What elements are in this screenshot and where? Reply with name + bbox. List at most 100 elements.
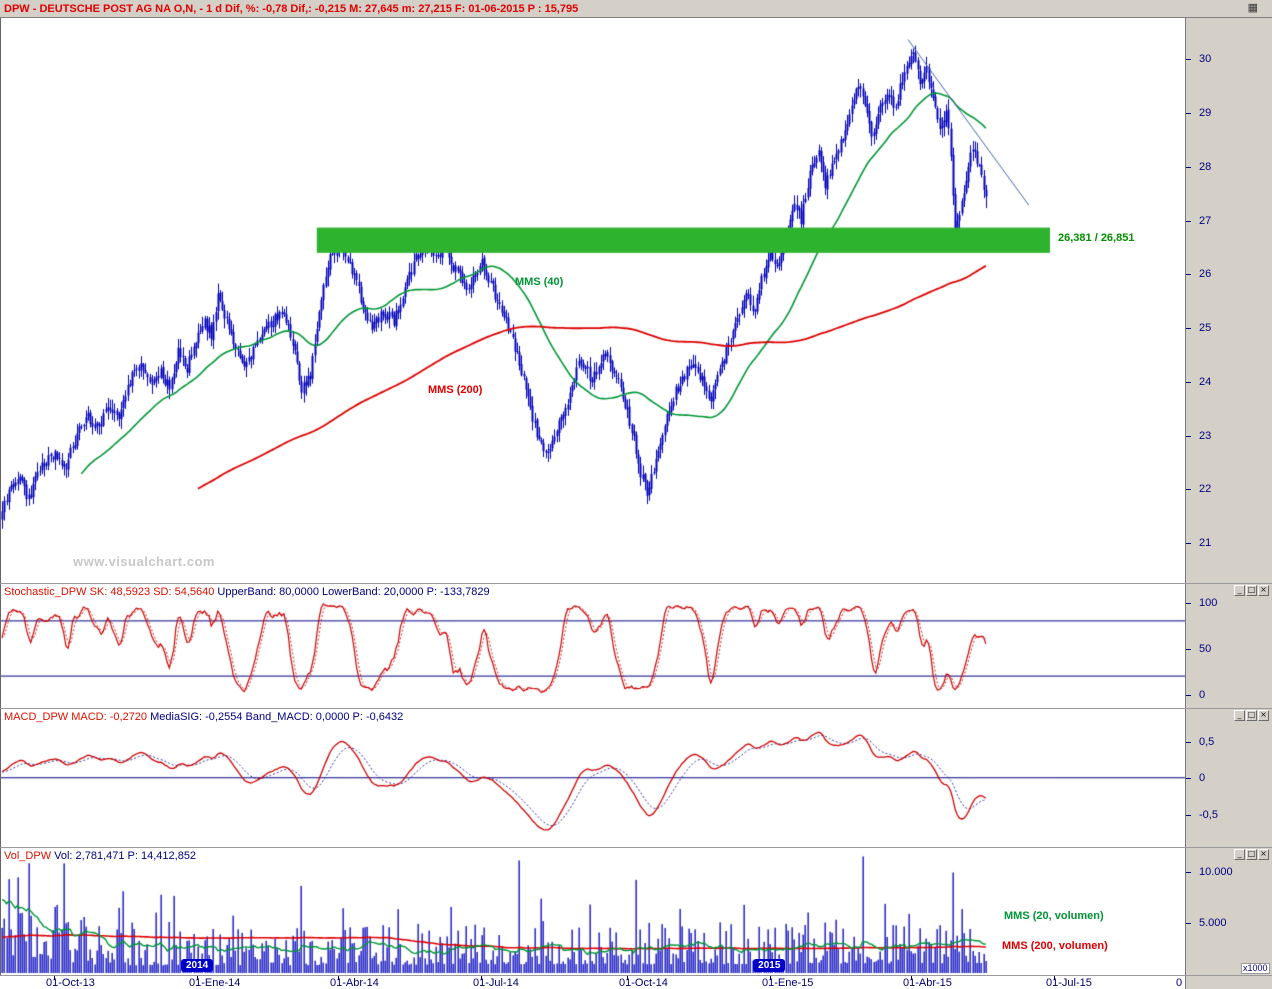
time-axis-label: 01-Jul-15 xyxy=(1046,977,1092,989)
axis-tick-label: 0,5 xyxy=(1199,735,1215,748)
axis-tick-label: 10.000 xyxy=(1199,865,1233,878)
macd-header: MACD_DPW MACD: -0,2720 MediaSIG: -0,2554… xyxy=(4,711,403,723)
macd-canvas[interactable] xyxy=(1,709,1185,847)
maximize-button[interactable]: □ xyxy=(1246,585,1257,596)
stochastic-canvas[interactable] xyxy=(1,584,1185,708)
axis-tick-mark xyxy=(1186,328,1191,330)
minimize-button[interactable]: _ xyxy=(1234,710,1245,721)
year-badge: 2015 xyxy=(753,959,786,972)
support-band-label: 26,381 / 26,851 xyxy=(1058,232,1135,244)
axis-tick-mark xyxy=(1186,543,1191,545)
panel-window-buttons: _ □ × xyxy=(1233,585,1269,596)
time-axis-origin-label: 0 xyxy=(1176,977,1183,989)
axis-tick-mark xyxy=(1186,489,1191,491)
axis-tick-label: 50 xyxy=(1199,643,1212,655)
time-axis[interactable]: 01-Oct-13 01-Ene-14 01-Abr-14 01-Jul-14 01-O… xyxy=(0,975,1272,989)
axis-tick-mark xyxy=(1186,166,1191,168)
axis-tick-label: 29 xyxy=(1199,107,1212,120)
volume-canvas[interactable] xyxy=(1,848,1185,975)
axis-tick-label: 28 xyxy=(1199,160,1212,173)
chart-window-titlebar[interactable]: DPW - DEUTSCHE POST AG NA O,N, - 1 d Dif… xyxy=(0,0,1272,18)
stochastic-header: Stochastic_DPW SK: 48,5923 SD: 54,5640 U… xyxy=(4,586,490,598)
axis-tick-mark xyxy=(1186,113,1191,115)
time-axis-label: 01-Oct-14 xyxy=(619,977,668,989)
close-button[interactable]: × xyxy=(1258,585,1269,596)
year-badge: 2014 xyxy=(180,959,214,972)
axis-tick-label: 5.000 xyxy=(1199,916,1227,929)
axis-tick-mark xyxy=(1186,778,1191,780)
time-axis-label: 01-Abr-14 xyxy=(330,977,379,989)
header-segment: MACD: -0,2720 xyxy=(71,711,151,723)
price-axis[interactable]: 30 29 28 27 26 25 24 23 22 21 xyxy=(1185,18,1272,583)
header-segment: LowerBand: 20,0000 xyxy=(322,586,427,598)
time-axis-tick xyxy=(481,976,482,980)
axis-tick-label: 0 xyxy=(1199,772,1206,785)
time-axis-corner xyxy=(1185,976,1272,989)
axis-tick-mark xyxy=(1186,649,1191,650)
time-axis-label: 01-Jul-14 xyxy=(473,977,519,989)
header-segment: MediaSIG: -0,2554 xyxy=(150,711,246,723)
axis-tick-label: 100 xyxy=(1199,597,1218,609)
axis-tick-label: 0 xyxy=(1199,689,1206,701)
maximize-button[interactable]: □ xyxy=(1246,849,1257,860)
time-axis-tick xyxy=(1054,976,1055,980)
axis-tick-mark xyxy=(1186,741,1191,743)
chart-title: DPW - DEUTSCHE POST AG NA O,N, - 1 d Dif… xyxy=(4,3,578,15)
header-segment: SD: 54,5640 xyxy=(153,586,218,598)
time-axis-tick xyxy=(197,976,198,980)
header-segment: SK: 48,5923 xyxy=(89,586,154,598)
price-plot[interactable]: www.visualchart.com MMS (40) MMS (200) 2… xyxy=(0,18,1185,583)
header-segment: P: -133,7829 xyxy=(426,586,490,598)
time-axis-tick xyxy=(770,976,771,980)
axis-tick-mark xyxy=(1186,814,1191,816)
panel-window-buttons: _ □ × xyxy=(1233,710,1269,721)
time-axis-label: 01-Abr-15 xyxy=(903,977,952,989)
axis-tick-mark xyxy=(1186,381,1191,383)
maximize-button[interactable]: □ xyxy=(1246,710,1257,721)
header-segment: Vol_DPW xyxy=(4,850,55,862)
vol-mms200-label: MMS (200, volumen) xyxy=(1002,940,1108,952)
time-axis-labels: 01-Oct-13 01-Ene-14 01-Abr-14 01-Jul-14 01-O… xyxy=(0,976,1185,989)
stochastic-panel: Stochastic_DPW SK: 48,5923 SD: 54,5640 U… xyxy=(0,583,1272,708)
minimize-button[interactable]: _ xyxy=(1234,849,1245,860)
volume-unit-label: x1000 xyxy=(1241,963,1270,974)
stochastic-axis[interactable]: _ □ × 100 50 0 xyxy=(1185,584,1272,708)
close-button[interactable]: × xyxy=(1258,710,1269,721)
panel-window-buttons: _ □ × xyxy=(1233,849,1269,860)
macd-plot[interactable]: MACD_DPW MACD: -0,2720 MediaSIG: -0,2554… xyxy=(0,709,1185,847)
time-axis-tick xyxy=(54,976,55,980)
macd-axis[interactable]: _ □ × 0,5 0 -0,5 xyxy=(1185,709,1272,847)
axis-tick-mark xyxy=(1186,871,1191,873)
time-axis-label: 01-Ene-14 xyxy=(189,977,241,989)
price-chart-canvas[interactable] xyxy=(1,18,1185,583)
axis-tick-label: 30 xyxy=(1199,53,1212,66)
stochastic-plot[interactable]: Stochastic_DPW SK: 48,5923 SD: 54,5640 U… xyxy=(0,584,1185,708)
header-segment: Band_MACD: 0,0000 xyxy=(245,711,353,723)
time-axis-tick xyxy=(911,976,912,980)
axis-tick-label: 24 xyxy=(1199,375,1212,388)
axis-tick-label: -0,5 xyxy=(1199,808,1218,821)
axis-tick-label: 23 xyxy=(1199,429,1212,442)
time-axis-label: 01-Oct-13 xyxy=(46,977,95,989)
minimize-button[interactable]: _ xyxy=(1234,585,1245,596)
close-button[interactable]: × xyxy=(1258,849,1269,860)
time-axis-label: 01-Ene-15 xyxy=(762,977,814,989)
axis-tick-mark xyxy=(1186,695,1191,696)
header-segment: MACD_DPW xyxy=(4,711,72,723)
mms200-label: MMS (200) xyxy=(428,384,483,396)
macd-panel: MACD_DPW MACD: -0,2720 MediaSIG: -0,2554… xyxy=(0,708,1272,847)
price-panel: www.visualchart.com MMS (40) MMS (200) 2… xyxy=(0,18,1272,583)
axis-tick-label: 26 xyxy=(1199,268,1212,281)
volume-plot[interactable]: Vol_DPW Vol: 2,781,471 P: 14,412,852 MMS… xyxy=(0,848,1185,975)
axis-tick-label: 21 xyxy=(1199,537,1212,550)
watermark: www.visualchart.com xyxy=(73,554,215,569)
window-menu-icon[interactable]: ▦ xyxy=(1247,2,1258,14)
axis-tick-mark xyxy=(1186,603,1191,604)
time-axis-tick xyxy=(627,976,628,980)
header-segment: P: -0,6432 xyxy=(352,711,404,723)
vol-mms20-label: MMS (20, volumen) xyxy=(1004,910,1104,922)
volume-header: Vol_DPW Vol: 2,781,471 P: 14,412,852 xyxy=(4,850,196,862)
header-segment: P: 14,412,852 xyxy=(127,850,197,862)
volume-axis[interactable]: _ □ × x1000 10.000 5.000 xyxy=(1185,848,1272,975)
